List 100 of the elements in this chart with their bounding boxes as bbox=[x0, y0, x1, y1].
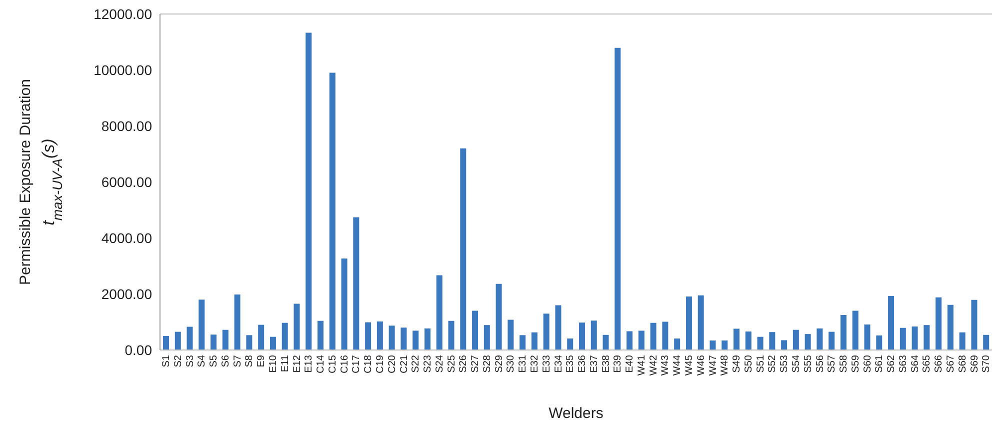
bar bbox=[781, 340, 788, 350]
bar bbox=[186, 326, 193, 350]
x-tick-label: S63 bbox=[898, 354, 909, 373]
bar bbox=[460, 148, 466, 350]
x-tick-label: S59 bbox=[850, 354, 862, 373]
bar bbox=[282, 322, 288, 350]
x-tick-label: S24 bbox=[434, 354, 446, 373]
bar bbox=[210, 334, 217, 350]
x-tick-label: S5 bbox=[208, 354, 220, 368]
x-tick-label: C21 bbox=[398, 354, 410, 374]
bar bbox=[888, 296, 894, 350]
x-tick-label: E35 bbox=[565, 354, 576, 373]
bar bbox=[270, 336, 276, 350]
x-tick-label: E37 bbox=[588, 354, 600, 373]
x-tick-label: E12 bbox=[292, 354, 303, 373]
bar bbox=[912, 326, 918, 350]
bar bbox=[376, 321, 383, 350]
bar bbox=[698, 295, 704, 350]
x-tick-label: S55 bbox=[802, 354, 814, 373]
x-tick-label: S60 bbox=[862, 354, 874, 373]
x-tick-label: S26 bbox=[458, 354, 470, 373]
y-tick-label: 12000.00 bbox=[94, 6, 152, 22]
bar bbox=[900, 328, 906, 350]
x-tick-label: S52 bbox=[767, 354, 778, 373]
x-tick-label: S58 bbox=[838, 354, 850, 373]
bar bbox=[163, 336, 169, 350]
bar bbox=[816, 328, 823, 350]
bar bbox=[258, 324, 264, 350]
bar bbox=[674, 338, 680, 350]
x-tick-label: S23 bbox=[422, 354, 434, 373]
x-tick-label: C16 bbox=[339, 354, 350, 374]
y-tick-label: 4000.00 bbox=[101, 230, 152, 246]
x-tick-label: S64 bbox=[910, 354, 921, 373]
y-tick-label: 2000.00 bbox=[101, 286, 152, 302]
x-tick-label: E11 bbox=[280, 354, 291, 372]
bar bbox=[792, 330, 799, 350]
bar bbox=[412, 330, 419, 350]
x-tick-label: W43 bbox=[660, 354, 672, 376]
bar bbox=[246, 335, 252, 350]
bar bbox=[626, 331, 633, 350]
x-tick-label: S57 bbox=[826, 354, 838, 373]
x-tick-label: C18 bbox=[363, 354, 374, 374]
x-tick-label: S54 bbox=[790, 354, 802, 373]
bar bbox=[198, 300, 205, 350]
bar bbox=[436, 275, 442, 350]
bar bbox=[520, 335, 526, 350]
bar bbox=[840, 315, 846, 350]
bar bbox=[947, 304, 954, 350]
bar bbox=[508, 320, 514, 350]
bar bbox=[757, 336, 764, 350]
bar bbox=[306, 32, 312, 350]
y-tick-label: 10000.00 bbox=[94, 62, 152, 78]
x-tick-label: S56 bbox=[814, 354, 826, 373]
bar bbox=[936, 297, 942, 350]
x-tick-label: W47 bbox=[708, 354, 719, 376]
x-tick-label: C17 bbox=[351, 354, 362, 374]
x-axis-title: Welders bbox=[548, 405, 604, 422]
bar bbox=[590, 320, 597, 350]
x-tick-label: S1 bbox=[161, 354, 172, 368]
x-tick-label: E33 bbox=[541, 354, 552, 373]
x-tick-label: C14 bbox=[316, 354, 327, 374]
bar bbox=[924, 325, 930, 350]
x-tick-label: E9 bbox=[256, 354, 268, 368]
x-tick-label: W46 bbox=[696, 354, 707, 376]
x-tick-label: S25 bbox=[446, 354, 458, 373]
bar bbox=[638, 330, 644, 350]
bar bbox=[353, 217, 360, 350]
x-tick-label: W42 bbox=[648, 354, 660, 376]
bar bbox=[424, 328, 430, 350]
bar bbox=[876, 335, 882, 350]
bar bbox=[555, 305, 562, 350]
x-tick-label: S30 bbox=[506, 354, 517, 373]
x-tick-label: S62 bbox=[886, 354, 898, 373]
bar bbox=[174, 332, 181, 350]
bar bbox=[472, 310, 478, 350]
x-tick-label: E39 bbox=[612, 354, 624, 373]
bar bbox=[852, 310, 858, 350]
x-tick-label: S51 bbox=[755, 354, 766, 373]
x-tick-label: E32 bbox=[530, 354, 540, 373]
x-tick-label: W45 bbox=[684, 354, 696, 376]
bar bbox=[567, 338, 574, 350]
x-tick-label: C15 bbox=[327, 354, 338, 374]
bar bbox=[531, 332, 538, 350]
bar bbox=[722, 340, 728, 350]
bar bbox=[543, 314, 550, 350]
x-tick-label: S70 bbox=[981, 354, 992, 373]
bar bbox=[804, 334, 811, 350]
x-tick-label: S66 bbox=[934, 354, 945, 373]
bar bbox=[329, 72, 336, 350]
bar bbox=[983, 334, 990, 350]
x-tick-label: S7 bbox=[232, 354, 244, 368]
bar bbox=[496, 284, 502, 350]
y-tick-label: 6000.00 bbox=[101, 174, 152, 190]
x-tick-label: S69 bbox=[969, 354, 980, 373]
x-tick-label: S3 bbox=[184, 354, 196, 368]
x-tick-label: S53 bbox=[779, 354, 790, 373]
bar bbox=[662, 322, 668, 350]
bar bbox=[388, 326, 395, 350]
bar bbox=[448, 320, 454, 350]
x-tick-label: S27 bbox=[470, 354, 482, 373]
